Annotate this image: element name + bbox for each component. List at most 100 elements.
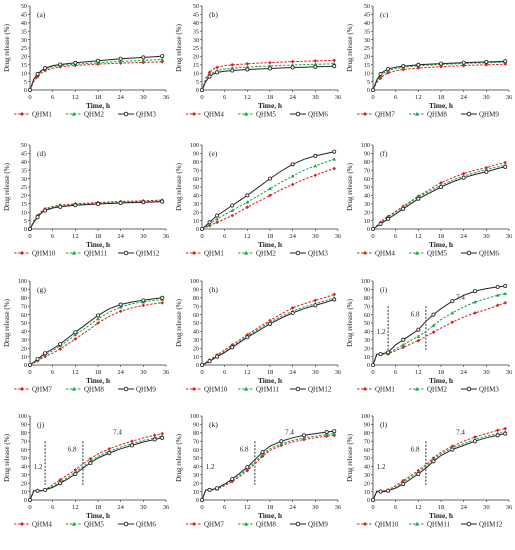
y-tick-label: 50	[21, 142, 27, 149]
data-point-QHM10	[495, 428, 500, 433]
x-tick-label: 30	[140, 369, 147, 376]
x-tick-label: 12	[244, 369, 251, 376]
data-point-QHM6	[107, 450, 112, 455]
data-point-QHM3	[58, 62, 63, 67]
legend-label: QHM7	[375, 110, 395, 118]
legend-label: QHM2	[84, 110, 104, 118]
y-tick-label: 40	[193, 329, 199, 336]
y-tick-label: 35	[364, 28, 370, 35]
phase-ph-label: 1.2	[206, 463, 215, 471]
legend-marker	[415, 521, 419, 526]
x-tick-label: 6	[51, 369, 55, 376]
data-point-QHM6	[503, 164, 508, 169]
data-point-QHM8	[118, 305, 123, 309]
panel-label: (g)	[37, 285, 46, 294]
data-point-QHM12	[267, 321, 272, 326]
y-tick-label: 50	[364, 320, 370, 327]
y-tick-label: 80	[21, 430, 27, 437]
data-point-QHM2	[450, 311, 455, 315]
x-axis-label: Time, h	[86, 511, 110, 520]
data-point-QHM8	[73, 332, 78, 337]
data-point-QHM8	[260, 452, 265, 457]
x-tick-label: 6	[51, 504, 55, 511]
y-tick-label: 35	[21, 167, 27, 174]
data-point-QHM1	[401, 345, 406, 350]
data-point-QHM9	[73, 330, 78, 335]
data-point-QHM3	[96, 58, 101, 63]
data-point-QHM8	[279, 441, 284, 446]
x-tick-label: 0	[371, 233, 375, 240]
panel-label: (h)	[209, 285, 218, 294]
phase-ph-label: 1.2	[377, 328, 386, 336]
x-tick-label: 24	[117, 504, 124, 511]
x-tick-label: 24	[289, 233, 296, 240]
y-tick-label: 25	[364, 45, 370, 52]
x-tick-label: 6	[394, 94, 398, 101]
data-point-QHM9	[461, 60, 466, 65]
y-tick-label: 100	[361, 142, 370, 149]
x-tick-label: 0	[28, 94, 32, 101]
y-tick-label: 0	[367, 362, 370, 369]
data-point-QHM5	[268, 64, 272, 68]
y-tick-label: 70	[193, 167, 199, 174]
x-tick-label: 0	[28, 369, 32, 376]
y-tick-label: 0	[367, 497, 370, 504]
legend-label: QHM8	[256, 520, 276, 528]
x-tick-label: 36	[163, 233, 170, 240]
series-line-QHM1	[29, 61, 163, 91]
y-tick-label: 40	[21, 159, 27, 166]
y-tick-label: 10	[193, 489, 199, 496]
data-point-QHM4	[230, 63, 235, 67]
series-line-QHM2	[201, 158, 335, 230]
data-point-QHM7	[141, 303, 146, 308]
data-point-QHM9	[401, 64, 406, 69]
x-tick-label: 12	[244, 94, 251, 101]
y-tick-label: 10	[364, 354, 370, 361]
series-line-QHM7	[201, 434, 335, 501]
y-tick-label: 20	[193, 345, 199, 352]
data-point-QHM7	[245, 468, 250, 473]
x-tick-label: 0	[371, 94, 375, 101]
legend-marker	[244, 250, 248, 255]
panel-label: (a)	[37, 10, 46, 19]
x-tick-label: 0	[200, 233, 204, 240]
y-tick-label: 25	[21, 184, 27, 191]
data-point-QHM4	[461, 171, 466, 176]
y-tick-label: 100	[18, 413, 27, 420]
y-tick-label: 50	[21, 3, 27, 10]
data-point-QHM3	[160, 54, 165, 59]
data-point-QHM3	[245, 193, 250, 198]
x-tick-label: 24	[460, 233, 467, 240]
data-point-QHM9	[416, 62, 421, 67]
series-line-QHM5	[372, 164, 506, 230]
x-tick-label: 36	[163, 504, 170, 511]
y-tick-label: 60	[21, 312, 27, 319]
data-point-QHM1	[450, 320, 455, 324]
data-point-QHM10	[290, 306, 295, 310]
legend-marker	[72, 250, 76, 255]
legend-marker	[295, 386, 301, 392]
data-point-QHM12	[370, 497, 375, 502]
y-axis-label: Drug release (%)	[175, 433, 183, 481]
legend-label: QHM7	[204, 520, 224, 528]
x-tick-label: 36	[163, 369, 170, 376]
data-point-QHM6	[386, 216, 391, 221]
y-tick-label: 30	[364, 472, 370, 479]
legend-label: QHM7	[32, 385, 52, 393]
y-tick-label: 30	[21, 472, 27, 479]
series-line-QHM1	[201, 168, 335, 230]
data-point-QHM3	[215, 213, 220, 218]
data-point-QHM3	[472, 289, 477, 294]
legend-marker	[363, 112, 367, 116]
y-tick-label: 30	[193, 337, 199, 344]
data-point-QHM9	[386, 67, 391, 72]
data-point-QHM9	[324, 429, 329, 434]
x-tick-label: 24	[460, 504, 467, 511]
data-point-QHM12	[58, 204, 63, 209]
data-point-QHM12	[215, 354, 220, 359]
y-tick-label: 30	[21, 176, 27, 183]
data-point-QHM12	[386, 488, 391, 493]
